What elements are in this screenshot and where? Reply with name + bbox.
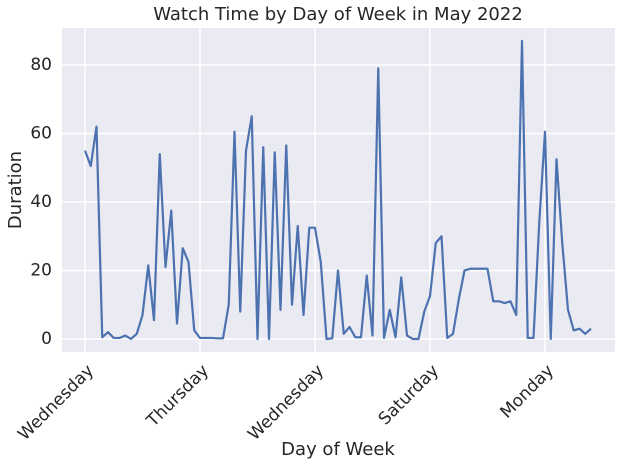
x-axis-label: Day of Week xyxy=(281,439,395,460)
y-tick-label: 20 xyxy=(30,260,52,280)
x-tick-label: Monday xyxy=(496,361,558,423)
line xyxy=(83,39,592,341)
y-tick-label: 80 xyxy=(30,55,52,75)
x-tick-label: Wednesday xyxy=(244,361,328,445)
x-tick-label: Saturday xyxy=(375,361,443,429)
x-tick-label: Thursday xyxy=(142,361,213,432)
y-axis-label: Duration xyxy=(5,151,26,229)
chart-title: Watch Time by Day of Week in May 2022 xyxy=(153,4,523,25)
y-tick-label: 60 xyxy=(30,123,52,143)
y-tick-label: 0 xyxy=(41,329,52,349)
y-tick-label: 40 xyxy=(30,192,52,212)
x-tick-label: Wednesday xyxy=(14,361,98,445)
